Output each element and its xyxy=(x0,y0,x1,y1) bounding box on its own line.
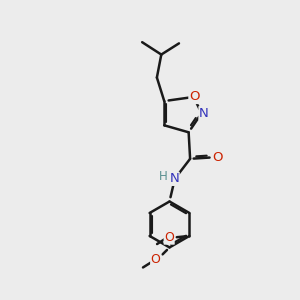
Text: O: O xyxy=(164,231,174,244)
Text: O: O xyxy=(189,91,200,103)
Text: O: O xyxy=(212,151,222,164)
Text: N: N xyxy=(199,107,209,120)
Text: N: N xyxy=(169,172,179,185)
Text: O: O xyxy=(151,253,160,266)
Text: H: H xyxy=(159,170,168,183)
